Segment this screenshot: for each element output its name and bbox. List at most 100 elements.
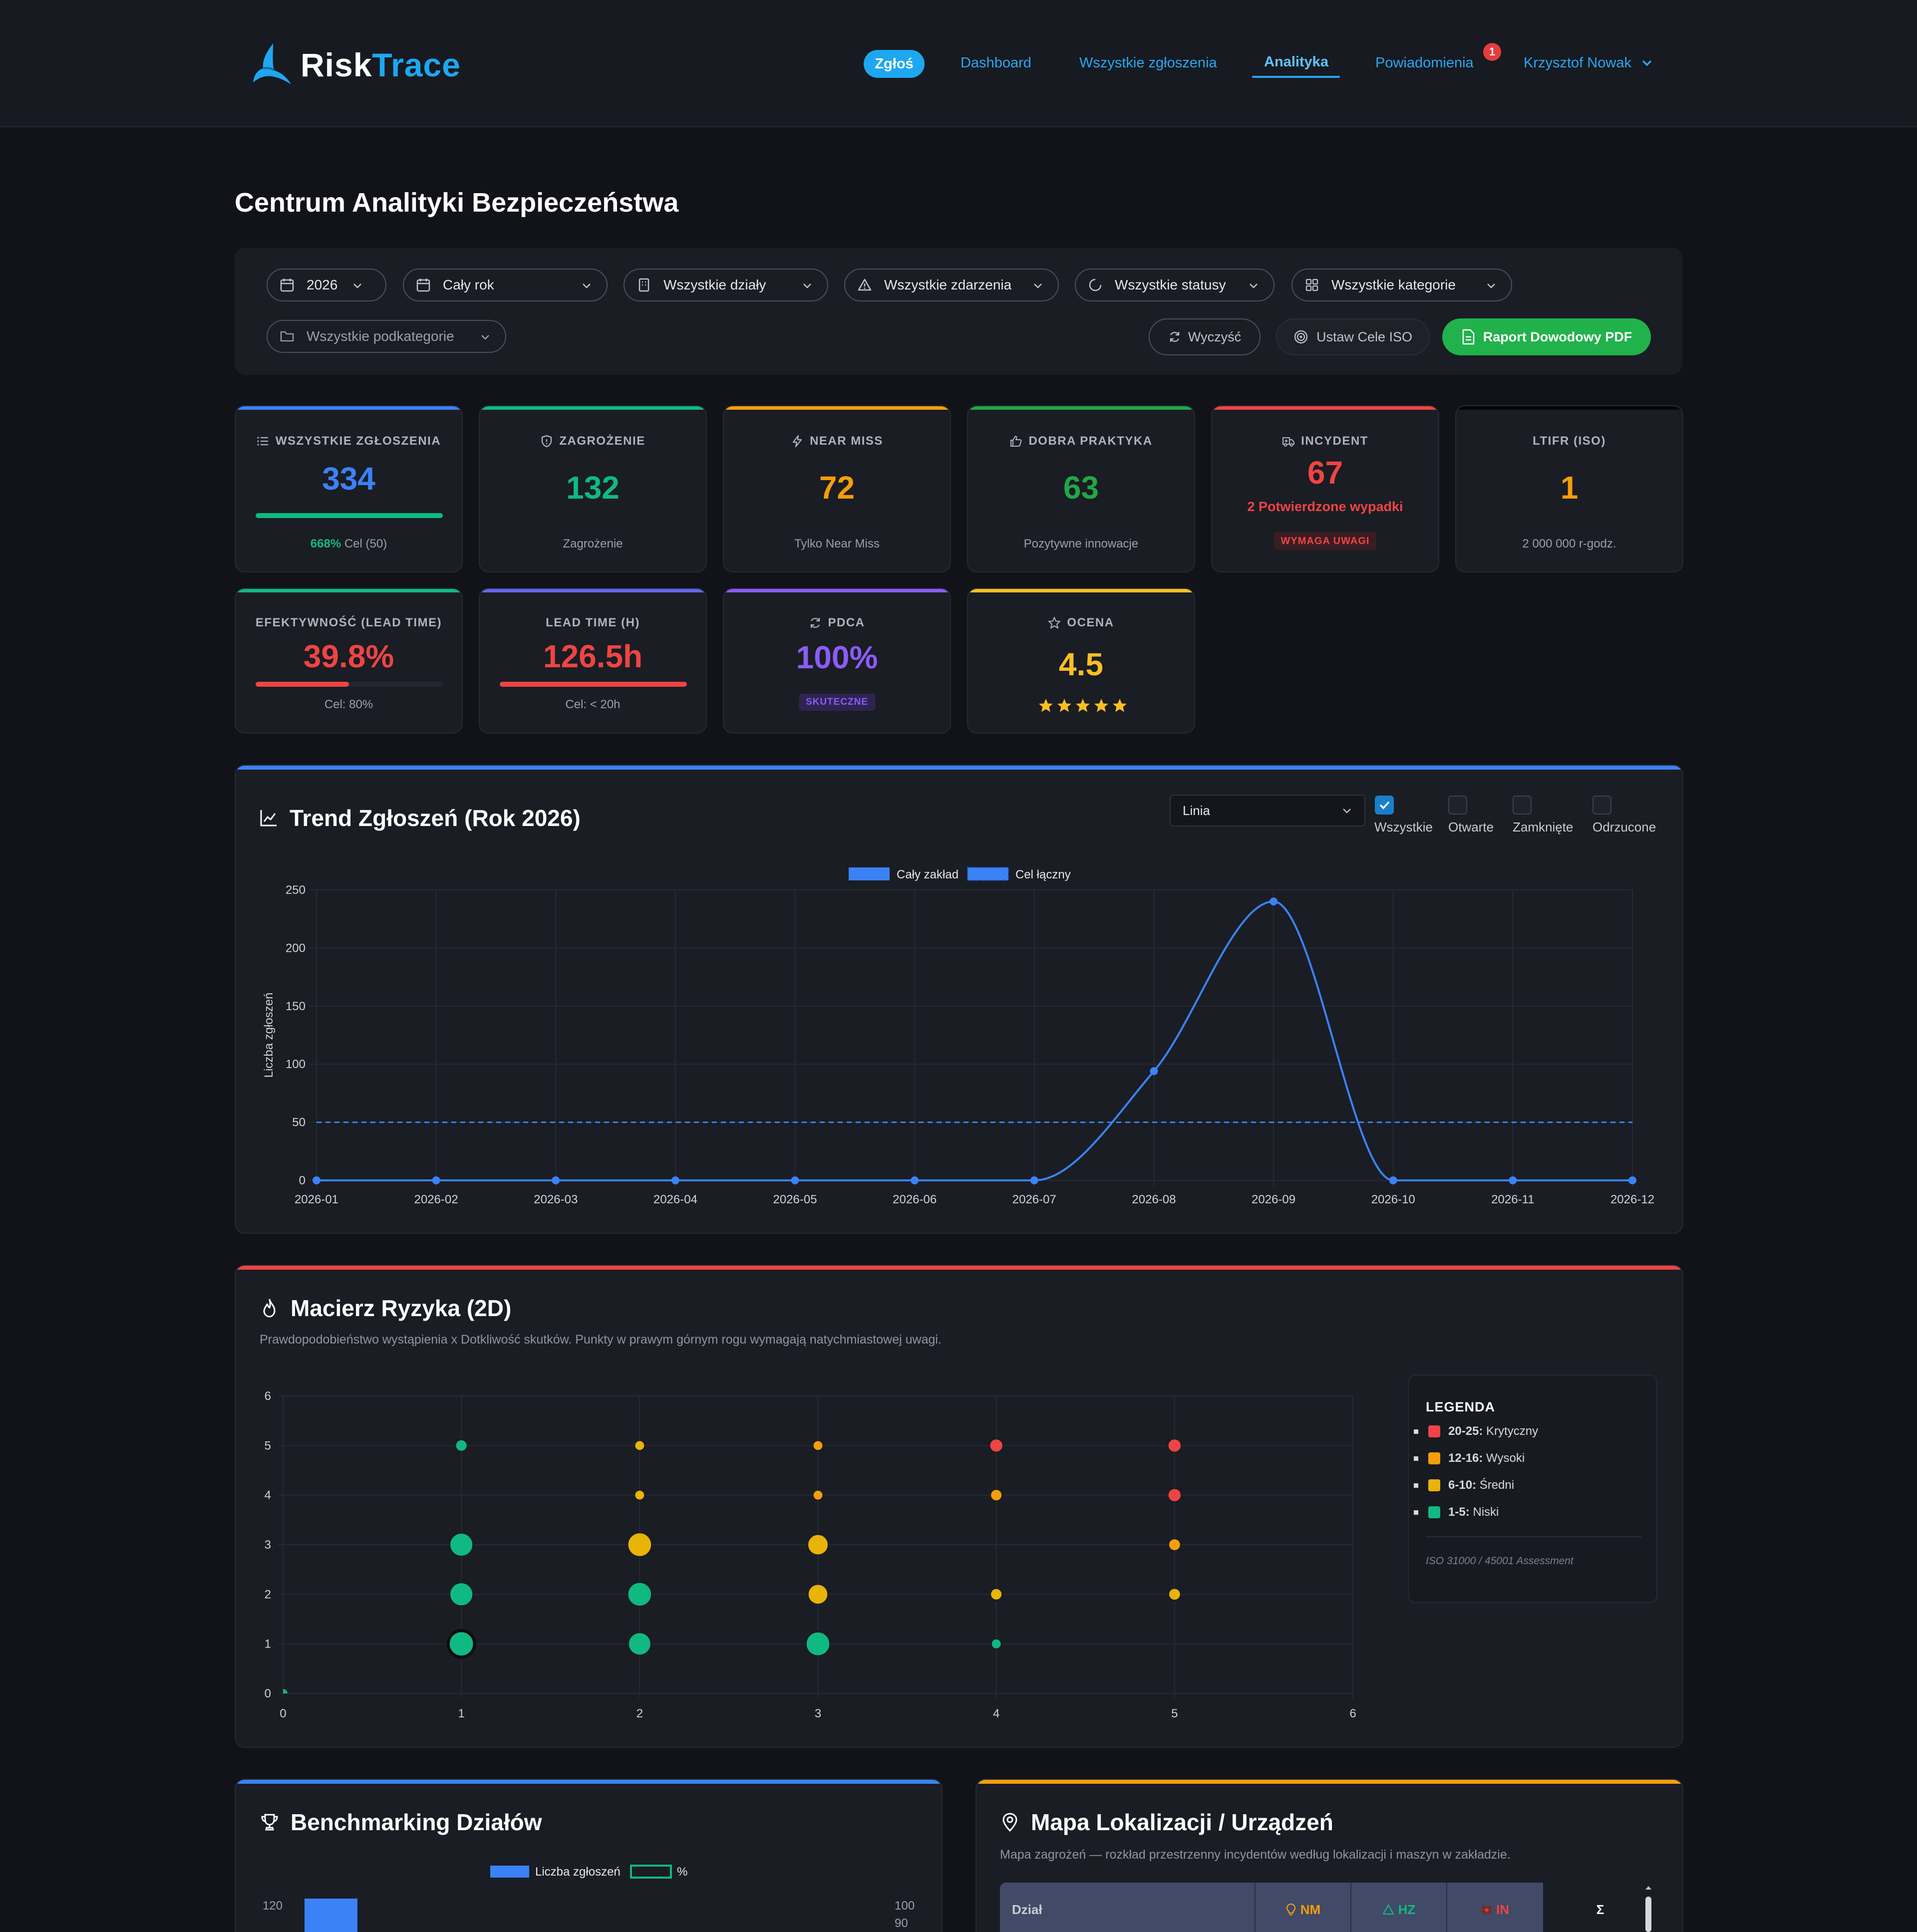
table-scrollbar-thumb[interactable]	[1645, 1897, 1651, 1932]
spinner-icon	[1089, 278, 1102, 291]
report-button[interactable]: Zgłoś	[864, 50, 925, 78]
checkbox-all[interactable]	[1375, 796, 1394, 815]
x-tick-label: 2026-03	[534, 1193, 578, 1206]
x-tick-label: 2	[637, 1707, 643, 1720]
kpi-card-good-practice[interactable]: DOBRA PRAKTYKA 63 Pozytywne innowacje	[967, 405, 1195, 572]
col-total[interactable]: Σ	[1543, 1883, 1657, 1932]
table-scrollbar-track[interactable]	[1643, 1883, 1654, 1932]
kpi-label: INCYDENT	[1301, 434, 1368, 448]
set-iso-goals-button[interactable]: Ustaw Cele ISO	[1276, 318, 1430, 355]
kpi-value: 72	[819, 470, 855, 506]
risk-bubble	[634, 1489, 645, 1501]
department-select-value: Wszystkie działy	[663, 277, 766, 292]
star-icon	[1076, 699, 1090, 712]
risk-bubble	[1167, 1488, 1182, 1502]
lightbulb-icon	[1286, 1903, 1295, 1916]
app-logo-text[interactable]: RiskTrace	[301, 46, 461, 83]
risk-bubble	[807, 1584, 829, 1605]
col-near-miss[interactable]: NM	[1256, 1883, 1351, 1932]
kpi-card-efficiency[interactable]: EFEKTYWNOŚĆ (LEAD TIME) 39.8% Cel: 80%	[235, 588, 463, 734]
department-select[interactable]: Wszystkie działy	[624, 269, 828, 301]
trend-title-text: Trend Zgłoszeń (Rok 2026)	[290, 805, 581, 831]
risk-matrix-chart[interactable]: 00 1 1 2 2 3 3 4 4 5 5 6 6	[250, 1382, 1368, 1732]
event-type-select[interactable]: Wszystkie zdarzenia	[844, 269, 1059, 301]
user-menu[interactable]: Krzysztof Nowak	[1524, 55, 1631, 71]
kpi-card-lead-time[interactable]: LEAD TIME (H) 126.5h Cel: < 20h	[479, 588, 707, 734]
kpi-card-ltifr[interactable]: LTIFR (ISO) 1 2 000 000 r-godz.	[1455, 405, 1683, 572]
kpi-label: DOBRA PRAKTYKA	[1028, 434, 1153, 448]
risk-matrix-subtitle: Prawdopodobieństwo wystąpienia x Dotkliw…	[260, 1333, 942, 1347]
checkbox-rejected-label: Odrzucone	[1593, 820, 1656, 834]
kpi-progress-percent: 668%	[310, 537, 341, 551]
risk-bubble	[634, 1440, 645, 1451]
chevron-down-icon	[1487, 283, 1495, 288]
col-hazard[interactable]: HZ	[1351, 1883, 1447, 1932]
checkbox-rejected[interactable]	[1593, 796, 1611, 815]
risk-bubble	[455, 1439, 468, 1452]
kpi-value: 132	[566, 470, 620, 506]
y-axis-label: Liczba zgłoszeń	[262, 993, 276, 1078]
kpi-card-rating[interactable]: OCENA 4.5	[967, 588, 1195, 734]
x-tick-label: 2026-09	[1252, 1193, 1295, 1206]
kpi-card-hazard[interactable]: ZAGROŻENIE 132 Zagrożenie	[479, 405, 707, 572]
kpi-value: 4.5	[1059, 646, 1103, 682]
chevron-down-icon	[481, 335, 489, 340]
checkbox-all-label: Wszystkie	[1374, 820, 1433, 834]
risk-bubble	[283, 1688, 289, 1693]
risk-bubble	[989, 1438, 1003, 1453]
risk-bubble	[812, 1489, 824, 1501]
kpi-sub: 2 000 000 r-godz.	[1522, 537, 1616, 551]
chevron-down-icon[interactable]	[1641, 59, 1652, 67]
attention-tag: WYMAGA UWAGI	[1274, 532, 1377, 550]
nav-notifications[interactable]: Powiadomienia	[1375, 55, 1474, 71]
kpi-card-all-reports[interactable]: WSZYSTKIE ZGŁOSZENIA 334 668% Cel (50)	[235, 405, 463, 572]
scroll-up-icon[interactable]	[1644, 1885, 1652, 1891]
kpi-label: WSZYSTKIE ZGŁOSZENIA	[275, 434, 441, 448]
col-department[interactable]: Dział	[1000, 1883, 1256, 1932]
bar	[305, 1899, 357, 1932]
checkbox-closed[interactable]	[1513, 796, 1532, 815]
data-point	[1509, 1176, 1517, 1184]
y-tick-label: 3	[265, 1538, 271, 1552]
year-select[interactable]: 2026	[267, 269, 386, 301]
kpi-card-pdca[interactable]: PDCA 100% SKUTECZNE	[723, 588, 951, 734]
legend-swatch-percent	[630, 1865, 672, 1879]
kpi-card-near-miss[interactable]: NEAR MISS 72 Tylko Near Miss	[723, 405, 951, 572]
data-point	[1030, 1176, 1038, 1184]
x-tick-label: 2026-08	[1132, 1193, 1176, 1206]
kpi-sub: Pozytywne innowacje	[1023, 537, 1139, 551]
thumbs-up-icon	[1010, 435, 1022, 447]
period-select[interactable]: Cały rok	[403, 269, 608, 301]
risk-bubble	[990, 1489, 1003, 1502]
category-select[interactable]: Wszystkie kategorie	[1291, 269, 1512, 301]
risk-bubble	[628, 1632, 651, 1656]
x-tick-label: 2026-06	[893, 1193, 937, 1206]
benchmark-bar-chart[interactable]: Liczba zgłoszeń%1001208090100	[250, 1852, 939, 1932]
data-point	[552, 1176, 560, 1184]
nav-dashboard[interactable]: Dashboard	[960, 55, 1031, 71]
kpi-sub: Cel: 80%	[324, 698, 373, 711]
data-point	[313, 1176, 320, 1184]
col-incident[interactable]: IN	[1447, 1883, 1543, 1932]
legend-label: Krytyczny	[1486, 1424, 1539, 1438]
legend-range: 1-5:	[1448, 1505, 1470, 1519]
legend-item-low: 1-5: Niski	[1414, 1505, 1499, 1519]
checkbox-open[interactable]	[1448, 796, 1467, 815]
nav-analytics[interactable]: Analityka	[1264, 54, 1328, 70]
kpi-confirmed-accidents: 2 Potwierdzone wypadki	[1247, 499, 1403, 514]
subcategory-select[interactable]: Wszystkie podkategorie	[267, 320, 506, 353]
x-tick-label: 2026-04	[653, 1193, 697, 1206]
chart-type-select[interactable]: Linia	[1170, 795, 1365, 827]
trend-line-chart[interactable]: 2026-01 2026-02 2026-03 2026-04 2026-05 2026-…	[255, 858, 1667, 1208]
legend-note: ISO 31000 / 45001 Assessment	[1426, 1555, 1574, 1567]
kpi-label: EFEKTYWNOŚĆ (LEAD TIME)	[255, 616, 442, 629]
y-tick-label: 1	[265, 1638, 271, 1651]
pdf-report-button[interactable]: Raport Dowodowy PDF	[1442, 318, 1651, 355]
status-select[interactable]: Wszystkie statusy	[1075, 269, 1275, 301]
kpi-card-incident[interactable]: INCYDENT 67 2 Potwierdzone wypadki WYMAG…	[1211, 405, 1439, 572]
clear-filters-button[interactable]: Wyczyść	[1149, 318, 1261, 355]
legend-range: 6-10:	[1448, 1478, 1477, 1492]
kpi-sub: Cel: < 20h	[565, 698, 621, 711]
nav-all-reports[interactable]: Wszystkie zgłoszenia	[1079, 55, 1217, 71]
status-select-value: Wszystkie statusy	[1115, 277, 1226, 292]
